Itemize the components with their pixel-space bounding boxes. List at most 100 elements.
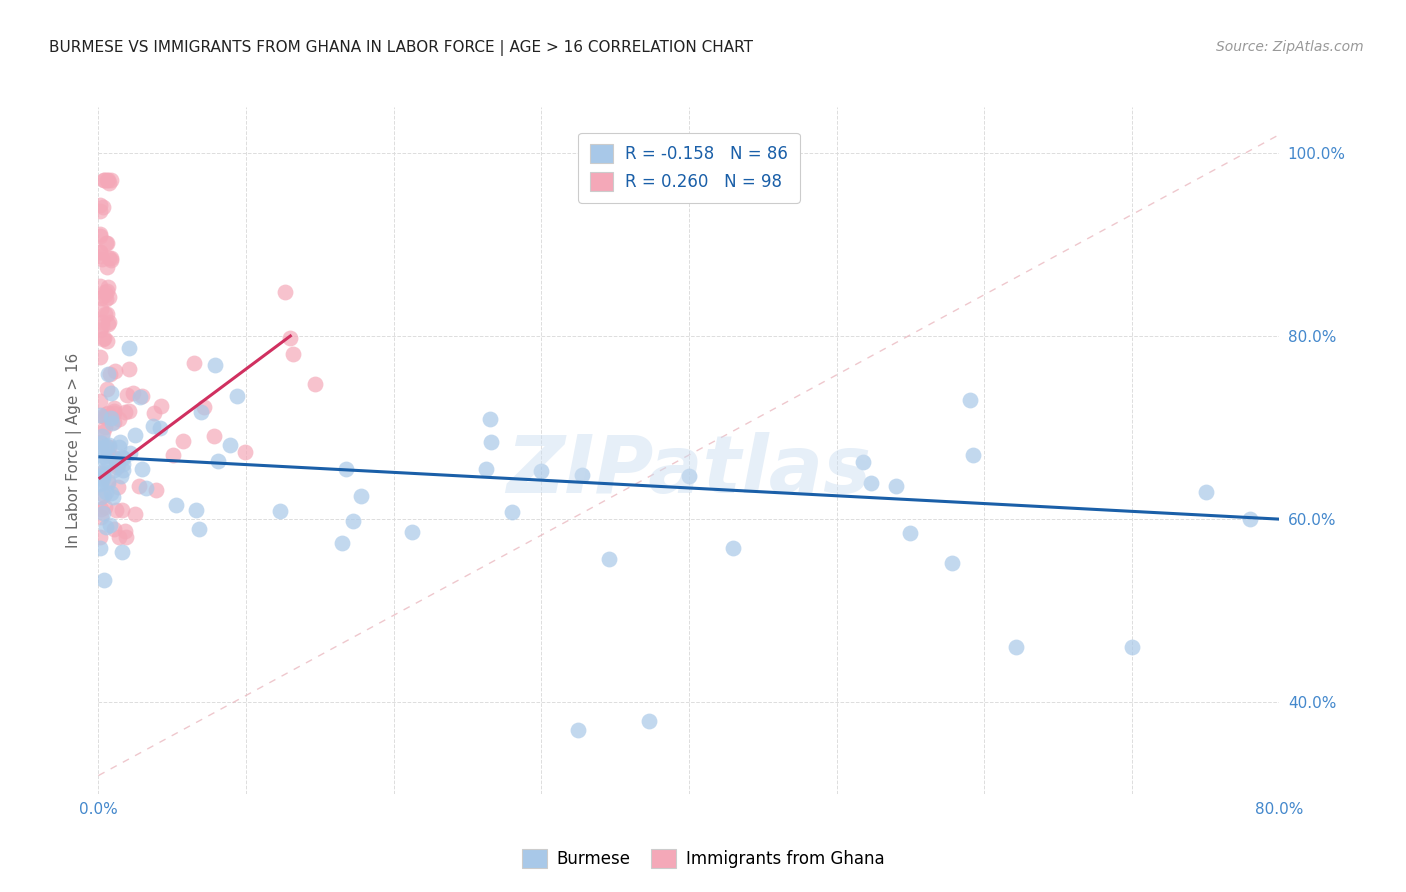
- Point: [105, 459, 128, 474]
- Point: [89, 244, 111, 259]
- Point: [900, 526, 922, 541]
- Point: [103, 415, 125, 429]
- Point: [111, 451, 134, 466]
- Point: [91, 425, 114, 439]
- Point: [114, 524, 136, 538]
- Point: [108, 531, 131, 545]
- Point: [111, 503, 134, 517]
- Point: [235, 444, 257, 458]
- Point: [91, 200, 114, 214]
- Point: [103, 490, 125, 504]
- Point: [89, 198, 111, 212]
- Point: [94, 285, 117, 299]
- Point: [91, 507, 114, 521]
- Point: [111, 545, 134, 559]
- Point: [501, 504, 523, 518]
- Point: [96, 173, 118, 187]
- Point: [97, 280, 120, 294]
- Legend: R = -0.158   N = 86, R = 0.260   N = 98: R = -0.158 N = 86, R = 0.260 N = 98: [578, 133, 800, 202]
- Point: [96, 520, 118, 534]
- Point: [637, 714, 659, 728]
- Point: [90, 436, 112, 450]
- Point: [117, 388, 139, 402]
- Point: [89, 394, 111, 409]
- Point: [135, 481, 157, 495]
- Point: [94, 439, 117, 453]
- Point: [90, 429, 112, 443]
- Point: [94, 454, 117, 468]
- Point: [110, 468, 132, 483]
- Point: [118, 362, 141, 376]
- Point: [202, 428, 225, 442]
- Point: [190, 405, 212, 419]
- Point: [479, 435, 502, 450]
- Point: [111, 463, 134, 477]
- Point: [104, 451, 127, 466]
- Text: BURMESE VS IMMIGRANTS FROM GHANA IN LABOR FORCE | AGE > 16 CORRELATION CHART: BURMESE VS IMMIGRANTS FROM GHANA IN LABO…: [49, 40, 754, 56]
- Point: [97, 407, 120, 421]
- Point: [89, 531, 111, 545]
- Point: [97, 476, 120, 491]
- Point: [530, 464, 553, 478]
- Point: [118, 342, 141, 356]
- Point: [94, 419, 117, 434]
- Point: [193, 401, 215, 415]
- Point: [959, 393, 981, 408]
- Point: [571, 468, 593, 483]
- Point: [104, 364, 127, 378]
- Point: [124, 427, 146, 442]
- Point: [97, 316, 120, 330]
- Point: [104, 454, 127, 468]
- Point: [94, 236, 117, 251]
- Point: [93, 467, 115, 481]
- Point: [143, 406, 166, 420]
- Point: [97, 251, 120, 265]
- Point: [401, 524, 423, 539]
- Point: [350, 489, 373, 503]
- Point: [91, 318, 114, 333]
- Point: [103, 463, 125, 477]
- Point: [90, 510, 112, 524]
- Point: [100, 411, 122, 425]
- Point: [90, 252, 112, 266]
- Point: [91, 409, 114, 423]
- Point: [93, 573, 115, 587]
- Point: [1121, 640, 1143, 655]
- Point: [721, 541, 744, 556]
- Point: [91, 466, 114, 480]
- Point: [165, 498, 187, 512]
- Point: [118, 403, 141, 417]
- Point: [131, 389, 153, 403]
- Point: [97, 173, 120, 187]
- Point: [98, 440, 121, 454]
- Point: [96, 307, 118, 321]
- Point: [567, 723, 589, 737]
- Point: [110, 450, 132, 464]
- Point: [89, 477, 111, 491]
- Point: [96, 334, 118, 349]
- Point: [100, 252, 122, 267]
- Point: [100, 486, 122, 500]
- Point: [100, 385, 122, 400]
- Point: [101, 416, 124, 430]
- Point: [112, 457, 135, 471]
- Point: [93, 471, 115, 485]
- Point: [148, 421, 170, 435]
- Point: [91, 464, 114, 478]
- Point: [89, 409, 111, 423]
- Point: [162, 448, 184, 462]
- Point: [860, 475, 883, 490]
- Point: [218, 437, 240, 451]
- Point: [94, 408, 117, 422]
- Point: [226, 389, 249, 403]
- Point: [96, 292, 118, 306]
- Point: [114, 531, 136, 545]
- Point: [98, 367, 121, 381]
- Point: [89, 227, 111, 241]
- Point: [91, 315, 114, 329]
- Point: [98, 290, 121, 304]
- Point: [304, 376, 326, 391]
- Point: [90, 301, 112, 316]
- Point: [269, 504, 291, 518]
- Point: [204, 358, 226, 372]
